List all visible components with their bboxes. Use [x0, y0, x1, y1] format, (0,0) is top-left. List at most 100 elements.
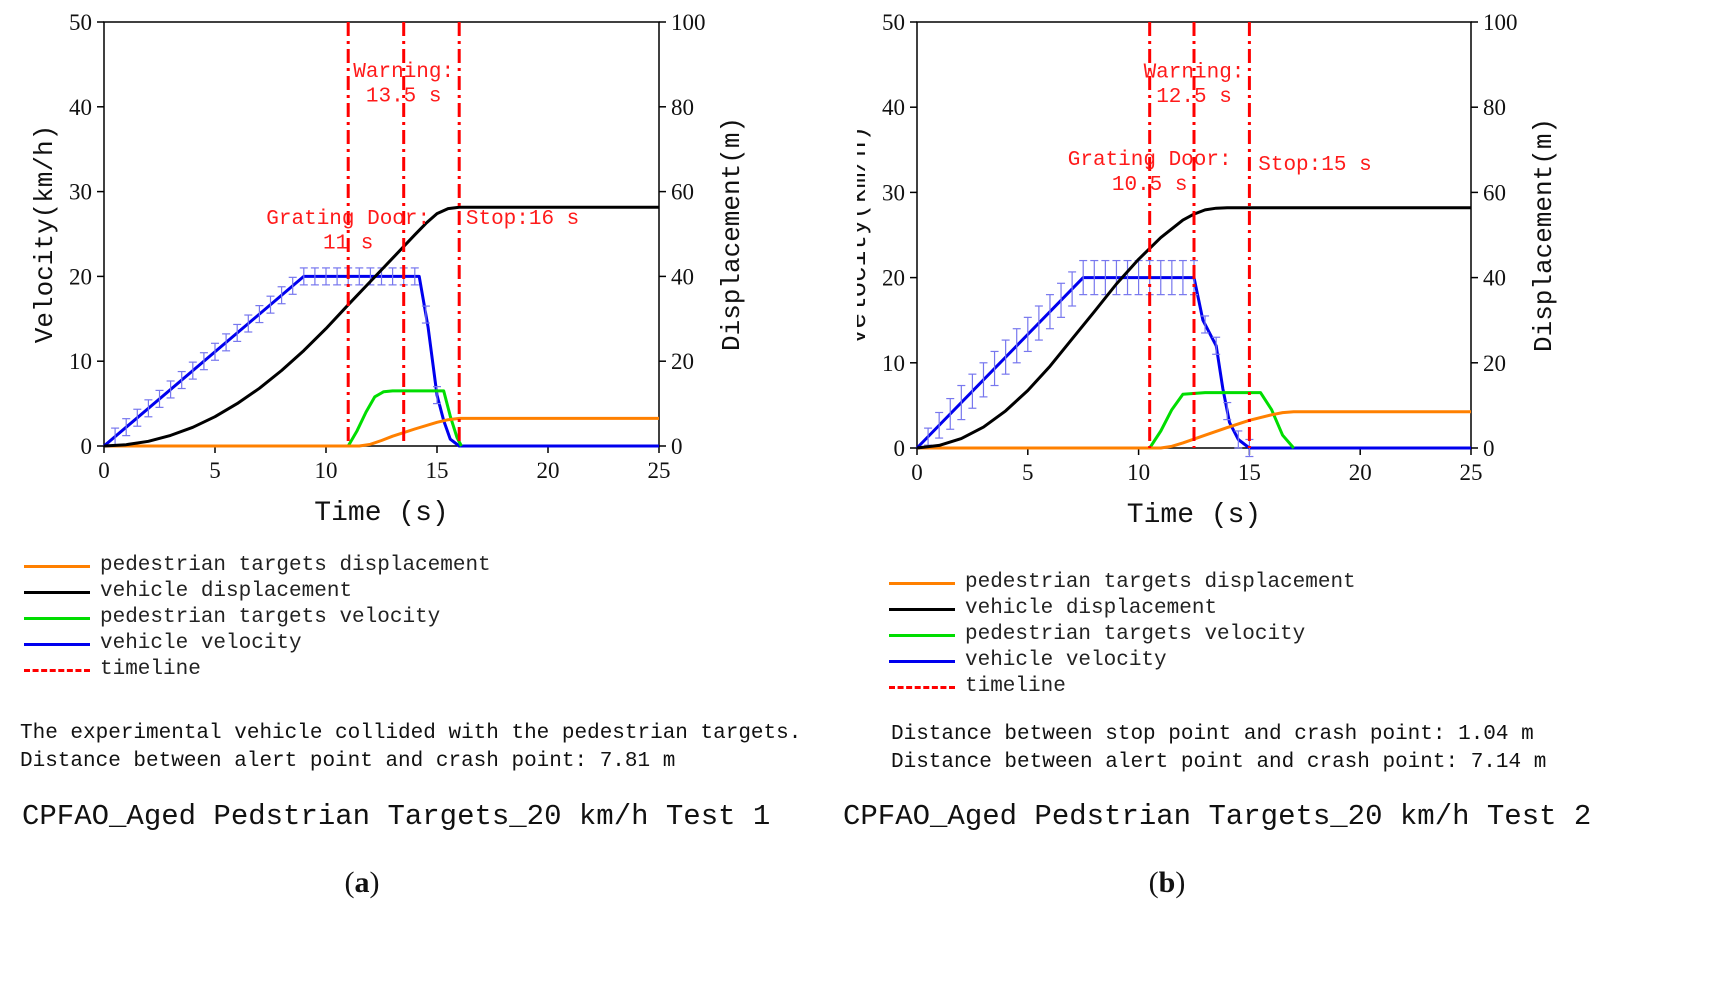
x-tick-label: 15 — [1238, 460, 1261, 485]
legend-swatch — [24, 590, 90, 594]
x-tick-label: 25 — [1460, 460, 1483, 485]
annotation: 10.5 s — [1112, 174, 1188, 197]
y2-tick-label: 40 — [1483, 266, 1506, 291]
legend-item: vehicle velocity — [889, 648, 1356, 674]
annotation: Grating Door: — [1068, 149, 1232, 172]
y-tick-label: 20 — [69, 264, 92, 289]
y-tick-label: 50 — [882, 10, 905, 35]
legend-swatch — [889, 581, 955, 585]
legend-label: pedestrian targets displacement — [965, 571, 1356, 594]
series-line — [1148, 391, 1295, 449]
panel-title-b: CPFAO_Aged Pedstrian Targets_20 km/h Tes… — [843, 800, 1592, 833]
legend-swatch — [889, 633, 955, 637]
annotation: 12.5 s — [1156, 86, 1232, 109]
y-tick-label: 50 — [69, 10, 92, 35]
annotation: Warning: — [353, 61, 454, 84]
note-line: The experimental vehicle collided with t… — [20, 722, 802, 745]
x-axis-label: Time (s) — [314, 498, 448, 529]
note-line: Distance between stop point and crash po… — [891, 723, 1534, 746]
panel-label-a: (a) — [344, 866, 380, 899]
legend-label: vehicle velocity — [100, 632, 302, 655]
annotation: 11 s — [323, 232, 373, 255]
note-b: Distance between stop point and crash po… — [891, 721, 1546, 777]
legend-swatch — [24, 668, 90, 672]
legend-item: timeline — [24, 657, 491, 683]
x-tick-label: 0 — [911, 460, 923, 485]
legend-swatch — [889, 659, 955, 663]
legend-label: vehicle displacement — [100, 580, 353, 603]
panel-letter: a — [354, 866, 370, 899]
y2-tick-label: 0 — [1483, 436, 1495, 461]
x-tick-label: 5 — [209, 458, 221, 483]
y2-tick-label: 60 — [671, 180, 694, 205]
legend-label: pedestrian targets displacement — [100, 554, 491, 577]
legend-label: pedestrian targets velocity — [100, 606, 441, 629]
legend-swatch — [24, 642, 90, 646]
y-tick-label: 30 — [69, 180, 92, 205]
y-tick-label: 20 — [882, 266, 905, 291]
panel-b: 0 5 10 15 20 25 0 10 20 30 40 50 0 20 40 60 80 100 Time (s… — [843, 0, 1714, 994]
x-tick-label: 10 — [1127, 460, 1150, 485]
y-tick-label: 30 — [882, 180, 905, 205]
panel-label-b: (b) — [1148, 866, 1186, 899]
y2-axis-label: Displacement(m) — [1529, 118, 1559, 352]
y2-tick-label: 20 — [1483, 351, 1506, 376]
annotation: Grating Door: — [266, 208, 430, 231]
series-line — [104, 416, 659, 448]
legend-swatch — [889, 685, 955, 689]
legend-a: pedestrian targets displacement vehicle … — [24, 553, 491, 683]
legend-item: pedestrian targets displacement — [24, 553, 491, 579]
y-axis-label: Velocity(km/h) — [30, 125, 60, 343]
y2-axis-label: Displacement(m) — [717, 117, 747, 351]
legend-item: pedestrian targets velocity — [889, 622, 1356, 648]
annotation: Stop:15 s — [1258, 154, 1371, 177]
y2-tick-label: 20 — [671, 349, 694, 374]
note-line: Distance between alert point and crash p… — [891, 751, 1547, 774]
x-tick-label: 20 — [537, 458, 560, 483]
legend-item: timeline — [889, 674, 1356, 700]
y-tick-label: 40 — [882, 95, 905, 120]
y-tick-label: 0 — [894, 436, 906, 461]
series-line — [346, 389, 463, 447]
y2-tick-label: 80 — [671, 95, 694, 120]
panel-letter: b — [1158, 866, 1176, 899]
legend-item: pedestrian targets velocity — [24, 605, 491, 631]
legend-label: vehicle velocity — [965, 649, 1167, 672]
x-tick-label: 0 — [98, 458, 110, 483]
x-tick-label: 5 — [1022, 460, 1034, 485]
y-tick-label: 10 — [69, 349, 92, 374]
series-line — [103, 205, 659, 448]
legend-label: timeline — [100, 658, 201, 681]
y-tick-label: 0 — [81, 434, 93, 459]
y2-tick-label: 100 — [671, 10, 706, 35]
x-tick-label: 15 — [426, 458, 449, 483]
annotation: Stop:16 s — [466, 208, 579, 231]
annotation: Warning: — [1144, 61, 1245, 84]
y2-tick-label: 80 — [1483, 95, 1506, 120]
legend-item: vehicle displacement — [889, 596, 1356, 622]
note-line: Distance between alert point and crash p… — [20, 750, 676, 773]
panel-a: 0 5 10 15 20 25 0 10 20 30 40 50 0 20 40 60 80 100 Time (s… — [20, 10, 801, 899]
series-line — [917, 410, 1471, 450]
series-line — [103, 274, 659, 448]
legend-label: vehicle displacement — [965, 597, 1218, 620]
note-a: The experimental vehicle collided with t… — [20, 720, 801, 776]
y-tick-label: 10 — [882, 351, 905, 376]
legend-label: timeline — [965, 675, 1066, 698]
x-tick-label: 25 — [648, 458, 671, 483]
legend-label: pedestrian targets velocity — [965, 623, 1306, 646]
y-axis-label: Velocity(km/h) — [857, 126, 873, 344]
x-tick-label: 20 — [1349, 460, 1372, 485]
legend-b: pedestrian targets displacement vehicle … — [889, 570, 1356, 700]
y2-tick-label: 60 — [1483, 180, 1506, 205]
plot-frame — [103, 21, 660, 447]
legend-swatch — [24, 564, 90, 568]
y2-tick-label: 100 — [1483, 10, 1518, 35]
y2-tick-label: 40 — [671, 264, 694, 289]
panel-title-a: CPFAO_Aged Pedstrian Targets_20 km/h Tes… — [22, 800, 771, 833]
y2-tick-label: 0 — [671, 434, 683, 459]
legend-swatch — [24, 616, 90, 620]
annotation: 13.5 s — [366, 86, 442, 109]
